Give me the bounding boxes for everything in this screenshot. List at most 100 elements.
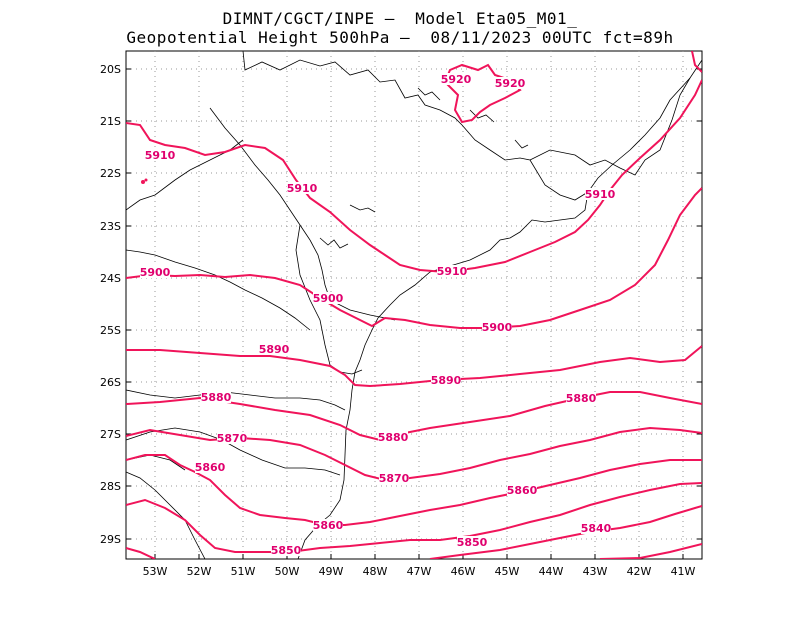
lat-label: 23S xyxy=(100,220,121,233)
reservoir xyxy=(514,139,529,149)
contour-label-background xyxy=(482,321,512,333)
lon-label: 49W xyxy=(319,565,344,578)
reservoir xyxy=(417,87,441,101)
state-border xyxy=(242,51,463,126)
state-border xyxy=(126,389,346,411)
lon-label: 52W xyxy=(187,565,212,578)
reservoir xyxy=(349,204,376,213)
contour-5840 xyxy=(599,543,702,559)
contour-5890 xyxy=(126,345,702,388)
contour-label-5850: 5850 xyxy=(271,544,302,557)
contour-label-5920: 5920 xyxy=(495,77,526,90)
contour-label-background xyxy=(431,374,461,386)
contour-label-5840: 5840 xyxy=(581,522,612,535)
contour-5920 xyxy=(443,63,522,124)
lat-label: 21S xyxy=(100,115,121,128)
contour-label-5900: 5900 xyxy=(140,266,171,279)
contour-label-background xyxy=(140,266,170,278)
contour-label-background xyxy=(495,77,525,89)
contour-label-5870: 5870 xyxy=(217,432,248,445)
contour-5840 xyxy=(126,547,156,559)
lon-label: 48W xyxy=(363,565,388,578)
state-border xyxy=(309,239,331,301)
lon-label: 53W xyxy=(143,565,168,578)
contour-label-background xyxy=(313,292,343,304)
contour-labels: 5920 5920 5910 5910 5910 5910 5900 5900 5900 5890… xyxy=(140,73,616,557)
contour-label-5880: 5880 xyxy=(378,431,409,444)
contour-label-background xyxy=(195,461,225,473)
lon-label: 42W xyxy=(627,565,652,578)
lon-label: 50W xyxy=(275,565,300,578)
contour-label-background xyxy=(378,431,408,443)
lon-label: 47W xyxy=(407,565,432,578)
contour-label-5870: 5870 xyxy=(379,472,410,485)
state-border xyxy=(295,224,331,366)
longitude-labels: 53W 52W 51W 50W 49W 48W 47W 46W 45W 44W … xyxy=(143,565,696,578)
state-border xyxy=(529,77,691,176)
contour-label-background xyxy=(585,188,615,200)
geopotential-contours xyxy=(126,51,702,559)
lat-label: 29S xyxy=(100,533,121,546)
reservoir xyxy=(319,237,349,249)
contour-label-5920: 5920 xyxy=(441,73,472,86)
contour-label-background xyxy=(507,484,537,496)
contour-label-5890: 5890 xyxy=(431,374,462,387)
contour-label-background xyxy=(566,392,596,404)
state-border xyxy=(126,427,341,476)
map-title-line-1: DIMNT/CGCT/INPE – Model Eta05_M01_ xyxy=(222,9,578,28)
latitude-labels: 20S 21S 22S 23S 24S 25S 26S 27S 28S 29S xyxy=(100,63,121,546)
contour-label-background xyxy=(457,536,487,548)
map-title-line-2: Geopotential Height 500hPa – 08/11/2023 … xyxy=(126,28,674,47)
lon-label: 45W xyxy=(495,565,520,578)
contour-label-background xyxy=(379,472,409,484)
contour-label-5880: 5880 xyxy=(566,392,597,405)
lon-label: 46W xyxy=(451,565,476,578)
state-border xyxy=(126,139,244,211)
lat-label: 24S xyxy=(100,272,121,285)
contour-5900 xyxy=(126,187,702,329)
contour-label-background xyxy=(259,343,289,355)
lon-label: 43W xyxy=(583,565,608,578)
contour-label-5860: 5860 xyxy=(507,484,538,497)
map-frame xyxy=(125,50,703,560)
contour-label-5900: 5900 xyxy=(482,321,513,334)
contour-5920 xyxy=(691,51,702,73)
contour-5910 xyxy=(126,79,702,274)
lat-label: 26S xyxy=(100,376,121,389)
coastline xyxy=(297,59,702,559)
lon-label: 44W xyxy=(539,565,564,578)
lat-label: 25S xyxy=(100,324,121,337)
axis-ticks xyxy=(126,68,702,559)
state-border xyxy=(209,107,311,241)
reservoir xyxy=(469,109,495,123)
contour-label-5860: 5860 xyxy=(195,461,226,474)
contour-label-5910: 5910 xyxy=(145,149,176,162)
contour-label-background xyxy=(287,182,317,194)
contour-label-5910: 5910 xyxy=(585,188,616,201)
lat-label: 22S xyxy=(100,167,121,180)
contour-label-background xyxy=(145,149,175,161)
contour-label-5900: 5900 xyxy=(313,292,344,305)
contour-label-background xyxy=(441,73,471,85)
contour-label-5910: 5910 xyxy=(287,182,318,195)
contour-label-background xyxy=(201,391,231,403)
contour-label-5860: 5860 xyxy=(313,519,344,532)
lon-label: 51W xyxy=(231,565,256,578)
contour-label-background xyxy=(271,544,301,556)
contour-label-background xyxy=(437,265,467,277)
lat-label: 20S xyxy=(100,63,121,76)
lon-label: 41W xyxy=(671,565,696,578)
contour-label-background xyxy=(217,432,247,444)
contour-label-5890: 5890 xyxy=(259,343,290,356)
contour-label-background xyxy=(581,522,611,534)
state-border xyxy=(461,124,589,201)
state-border xyxy=(126,471,206,559)
contour-5850 xyxy=(126,482,702,553)
contour-label-5880: 5880 xyxy=(201,391,232,404)
contour-label-5910: 5910 xyxy=(437,265,468,278)
lat-label: 28S xyxy=(100,480,121,493)
contour-label-background xyxy=(313,519,343,531)
state-border xyxy=(126,249,311,331)
lat-label: 27S xyxy=(100,428,121,441)
